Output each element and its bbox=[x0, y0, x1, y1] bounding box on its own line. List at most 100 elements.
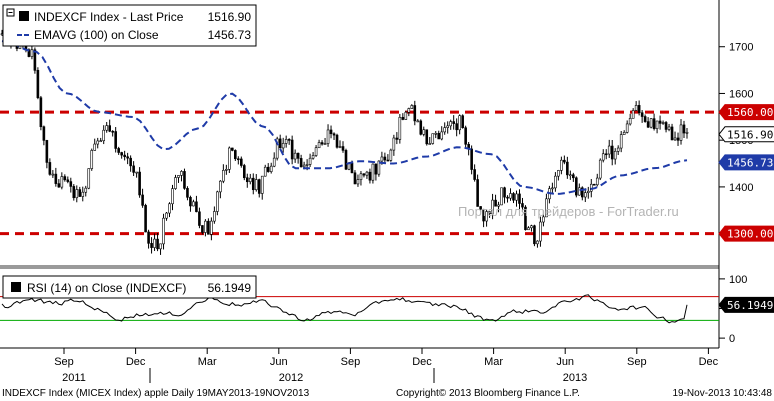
candle-body bbox=[153, 238, 156, 248]
candle-body bbox=[284, 139, 288, 144]
candle-body bbox=[257, 179, 261, 194]
candle-body bbox=[186, 188, 189, 198]
year-label: 2012 bbox=[279, 372, 303, 384]
candle-body bbox=[419, 120, 423, 135]
candle-body bbox=[518, 193, 521, 204]
candle-body bbox=[682, 124, 686, 134]
candle-body bbox=[479, 206, 482, 210]
candle-body bbox=[105, 125, 108, 131]
candle-body bbox=[231, 147, 234, 151]
candle-body bbox=[494, 199, 497, 207]
candle-body bbox=[78, 189, 82, 197]
candle-body bbox=[263, 166, 267, 177]
legend-collapse-icon[interactable] bbox=[6, 8, 15, 17]
candle-body bbox=[539, 221, 542, 242]
candle-body bbox=[676, 137, 680, 141]
candle-body bbox=[189, 197, 192, 207]
last-price-tag: 1516.90 bbox=[718, 126, 774, 143]
candle-body bbox=[464, 127, 467, 145]
candle-body bbox=[640, 112, 644, 117]
candle-body bbox=[470, 148, 473, 170]
candle-body bbox=[392, 137, 396, 151]
candle-body bbox=[60, 176, 64, 188]
candle-body bbox=[293, 152, 297, 160]
candle-body bbox=[296, 152, 300, 159]
candle-body bbox=[658, 120, 662, 124]
candle-body bbox=[281, 143, 285, 149]
candle-body bbox=[162, 217, 165, 245]
candle-body bbox=[536, 240, 539, 245]
month-tick-label: Sep bbox=[341, 356, 361, 368]
candle-body bbox=[248, 177, 252, 183]
candle-body bbox=[428, 143, 432, 145]
candle-body bbox=[586, 190, 590, 193]
candle-body bbox=[141, 194, 144, 206]
candle-body bbox=[655, 120, 659, 129]
candle-body bbox=[583, 192, 587, 198]
candle-body bbox=[87, 168, 91, 189]
candle-body bbox=[117, 148, 120, 153]
candle-body bbox=[359, 173, 363, 180]
candle-body bbox=[461, 115, 464, 129]
candle-body bbox=[269, 165, 273, 172]
price-candles bbox=[0, 27, 689, 255]
legend-label-price: INDEXCF Index - Last Price bbox=[34, 10, 184, 24]
candle-body bbox=[386, 159, 390, 162]
candle-body bbox=[344, 150, 348, 170]
rsi-tick-label: 100 bbox=[729, 274, 747, 286]
candle-body bbox=[332, 133, 336, 136]
candle-body bbox=[533, 225, 536, 245]
candle-body bbox=[266, 166, 270, 172]
candle-body bbox=[102, 129, 106, 142]
year-label: 2013 bbox=[563, 372, 587, 384]
candle-body bbox=[422, 129, 426, 135]
candle-body bbox=[413, 105, 417, 122]
candle-body bbox=[234, 150, 237, 160]
candle-body bbox=[473, 169, 476, 180]
candle-body bbox=[407, 108, 411, 113]
candle-body bbox=[326, 129, 330, 144]
candle-body bbox=[542, 216, 545, 223]
candle-body bbox=[356, 179, 360, 185]
candle-body bbox=[578, 187, 581, 196]
candle-body bbox=[643, 116, 647, 122]
candle-body bbox=[395, 137, 399, 140]
candle-body bbox=[604, 153, 608, 156]
candle-body bbox=[123, 154, 126, 158]
candle-body bbox=[183, 171, 186, 189]
candle-body bbox=[425, 129, 429, 145]
candle-body bbox=[108, 125, 111, 132]
reference-tag-1: 1300.00 bbox=[718, 225, 774, 242]
candle-body bbox=[314, 147, 318, 156]
candle-body bbox=[649, 118, 653, 128]
candle-body bbox=[198, 211, 201, 226]
candle-body bbox=[138, 171, 141, 196]
candle-body bbox=[311, 155, 315, 159]
candle-body bbox=[509, 193, 512, 199]
candle-body bbox=[560, 159, 563, 171]
rsi-axis-tags: 56.1949 bbox=[718, 296, 774, 313]
month-tick-label: Jun bbox=[556, 356, 574, 368]
candle-body bbox=[323, 143, 327, 145]
candle-body bbox=[114, 131, 117, 149]
candle-body bbox=[299, 158, 303, 168]
candle-body bbox=[57, 183, 61, 188]
panel-separator bbox=[0, 265, 719, 269]
candle-body bbox=[440, 131, 444, 140]
candle-body bbox=[530, 225, 533, 229]
reference-tag-0-label: 1560.00 bbox=[727, 106, 773, 119]
candle-body bbox=[667, 126, 671, 130]
candle-body bbox=[168, 203, 171, 214]
candle-body bbox=[204, 220, 207, 233]
month-tick-label: Mar bbox=[198, 356, 217, 368]
reference-tag-1-box bbox=[718, 225, 774, 242]
candle-body bbox=[129, 157, 132, 167]
candle-body bbox=[515, 193, 518, 201]
rsi-legend-box bbox=[2, 275, 257, 299]
candle-body bbox=[150, 243, 153, 248]
year-label: 2011 bbox=[62, 372, 86, 384]
rsi-legend: RSI (14) on Close (INDEXCF) 56.1949 bbox=[2, 275, 257, 299]
candle-body bbox=[213, 211, 216, 222]
candle-body bbox=[287, 139, 291, 141]
candle-body bbox=[329, 129, 333, 135]
